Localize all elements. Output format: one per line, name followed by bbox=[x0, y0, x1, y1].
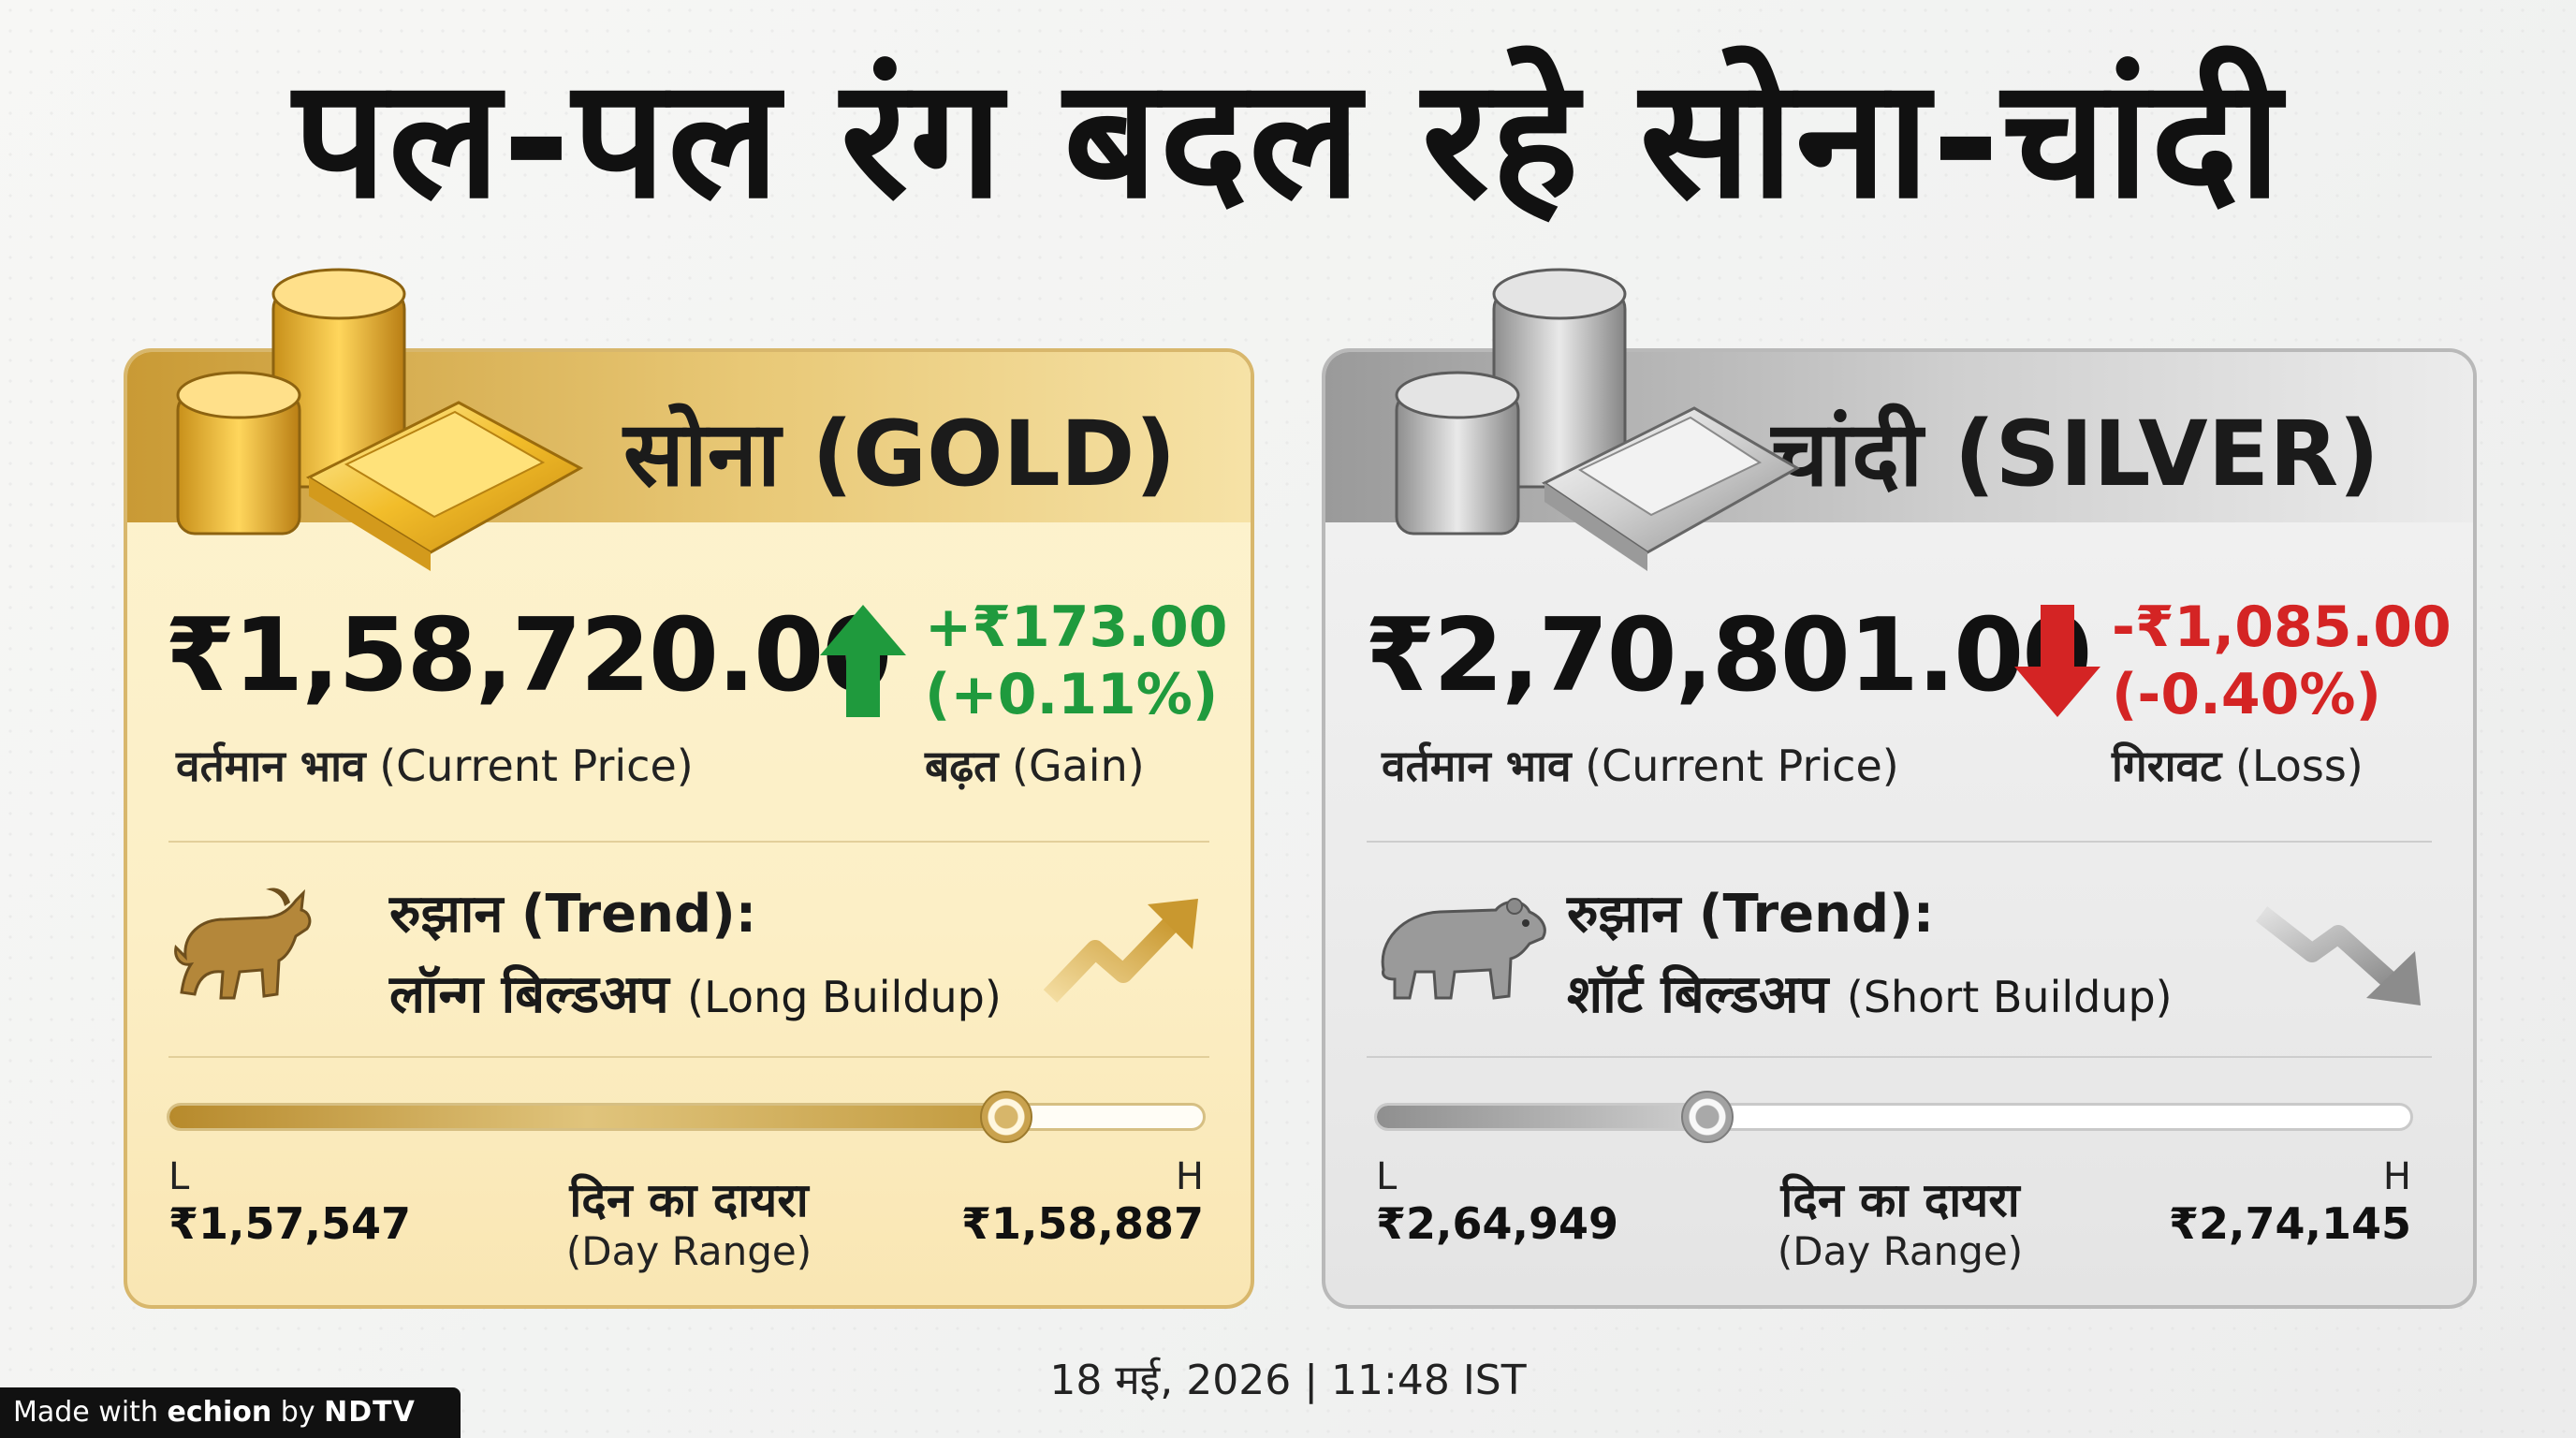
watermark: Made with echion by NDTV bbox=[0, 1387, 461, 1438]
gold-change-percent: (+0.11%) bbox=[925, 662, 1219, 727]
silver-trend-value: शॉर्ट बिल्डअप (Short Buildup) bbox=[1567, 957, 2173, 1028]
gold-trend-title: रुझान (Trend): bbox=[389, 884, 757, 945]
gold-day-range-marker bbox=[980, 1091, 1033, 1143]
gold-change-label-hi: बढ़त bbox=[925, 741, 999, 791]
silver-price-label-hi: वर्तमान भाव bbox=[1382, 741, 1572, 791]
silver-trend-value-hi: शॉर्ट बिल्डअप bbox=[1567, 964, 1829, 1025]
silver-change-label: गिरावट (Loss) bbox=[2112, 736, 2364, 794]
gold-low-tag: L bbox=[168, 1155, 190, 1198]
bull-icon bbox=[174, 888, 312, 1000]
watermark-prefix: Made with bbox=[13, 1396, 158, 1429]
gold-price-label-en: (Current Price) bbox=[379, 741, 694, 791]
gold-change-amount: +₹173.00 bbox=[925, 594, 1228, 660]
gold-bar-icon bbox=[305, 401, 584, 571]
gold-divider-2 bbox=[168, 1056, 1209, 1058]
gold-current-price: ₹1,58,720.00 bbox=[165, 597, 892, 714]
silver-day-range-fill bbox=[1377, 1106, 1708, 1128]
gold-change: +₹173.00 (+0.11%) bbox=[925, 594, 1228, 728]
gold-day-range-bar bbox=[167, 1091, 1206, 1143]
silver-change-label-en: (Loss) bbox=[2234, 741, 2364, 791]
silver-high-value: ₹2,74,145 bbox=[2169, 1198, 2411, 1249]
silver-high-tag: H bbox=[2382, 1155, 2411, 1198]
gold-trend-value-hi: लॉन्ग बिल्डअप bbox=[389, 964, 669, 1025]
silver-heading: चांदी (SILVER) bbox=[1771, 402, 2379, 506]
gold-change-label-en: (Gain) bbox=[1012, 741, 1145, 791]
silver-current-price: ₹2,70,801.00 bbox=[1365, 597, 2092, 714]
gold-range-title: दिन का दायरा bbox=[569, 1173, 809, 1227]
silver-range-title: दिन का दायरा bbox=[1780, 1173, 2020, 1227]
gold-card: सोना (GOLD) ₹1,58,720.00 वर्तमान भाव (Cu… bbox=[124, 348, 1254, 1309]
trend-up-arrow-icon bbox=[1043, 899, 1198, 1003]
silver-range-subtitle: (Day Range) bbox=[1777, 1228, 2024, 1274]
silver-price-label-en: (Current Price) bbox=[1585, 741, 1899, 791]
silver-change: -₹1,085.00 (-0.40%) bbox=[2112, 594, 2452, 728]
down-arrow-icon bbox=[2014, 605, 2100, 717]
gold-high-value: ₹1,58,887 bbox=[961, 1198, 1204, 1249]
timestamp: 18 मई, 2026 | 11:48 IST bbox=[1049, 1357, 1527, 1404]
gold-low-value: ₹1,57,547 bbox=[168, 1198, 411, 1249]
up-arrow-icon bbox=[820, 605, 906, 717]
gold-divider-1 bbox=[168, 841, 1209, 843]
silver-trend-title: रुझान (Trend): bbox=[1567, 884, 1935, 945]
gold-change-label: बढ़त (Gain) bbox=[925, 736, 1145, 794]
gold-trend-value: लॉन्ग बिल्डअप (Long Buildup) bbox=[389, 957, 1002, 1028]
silver-change-percent: (-0.40%) bbox=[2112, 662, 2381, 727]
watermark-by: by bbox=[280, 1396, 315, 1429]
bear-icon bbox=[1381, 898, 1546, 1000]
watermark-ndtv-logo: NDTV bbox=[324, 1396, 416, 1429]
silver-change-label-hi: गिरावट bbox=[2112, 741, 2222, 791]
silver-day-range-bar bbox=[1374, 1091, 2413, 1143]
silver-price-label: वर्तमान भाव (Current Price) bbox=[1382, 736, 1899, 794]
silver-bar-icon bbox=[1542, 406, 1801, 571]
silver-change-amount: -₹1,085.00 bbox=[2112, 594, 2452, 660]
silver-coins-icon bbox=[1395, 268, 1801, 571]
silver-day-range-marker bbox=[1681, 1091, 1734, 1143]
gold-coins-icon bbox=[176, 268, 584, 571]
gold-price-label: वर्तमान भाव (Current Price) bbox=[176, 736, 694, 794]
silver-trend-value-en: (Short Buildup) bbox=[1846, 972, 2173, 1022]
gold-trend-value-en: (Long Buildup) bbox=[687, 972, 1002, 1022]
watermark-brand: echion bbox=[167, 1396, 272, 1429]
trend-down-arrow-icon bbox=[2255, 906, 2421, 1005]
silver-divider-2 bbox=[1367, 1056, 2432, 1058]
gold-day-range-fill bbox=[169, 1106, 1007, 1128]
silver-divider-1 bbox=[1367, 841, 2432, 843]
silver-low-tag: L bbox=[1376, 1155, 1398, 1198]
gold-price-label-hi: वर्तमान भाव bbox=[176, 741, 366, 791]
gold-high-tag: H bbox=[1175, 1155, 1204, 1198]
page-title: पल-पल रंग बदल रहे सोना-चांदी bbox=[293, 43, 2283, 235]
gold-range-subtitle: (Day Range) bbox=[565, 1228, 812, 1274]
silver-low-value: ₹2,64,949 bbox=[1376, 1198, 1618, 1249]
gold-heading: सोना (GOLD) bbox=[623, 402, 1177, 506]
